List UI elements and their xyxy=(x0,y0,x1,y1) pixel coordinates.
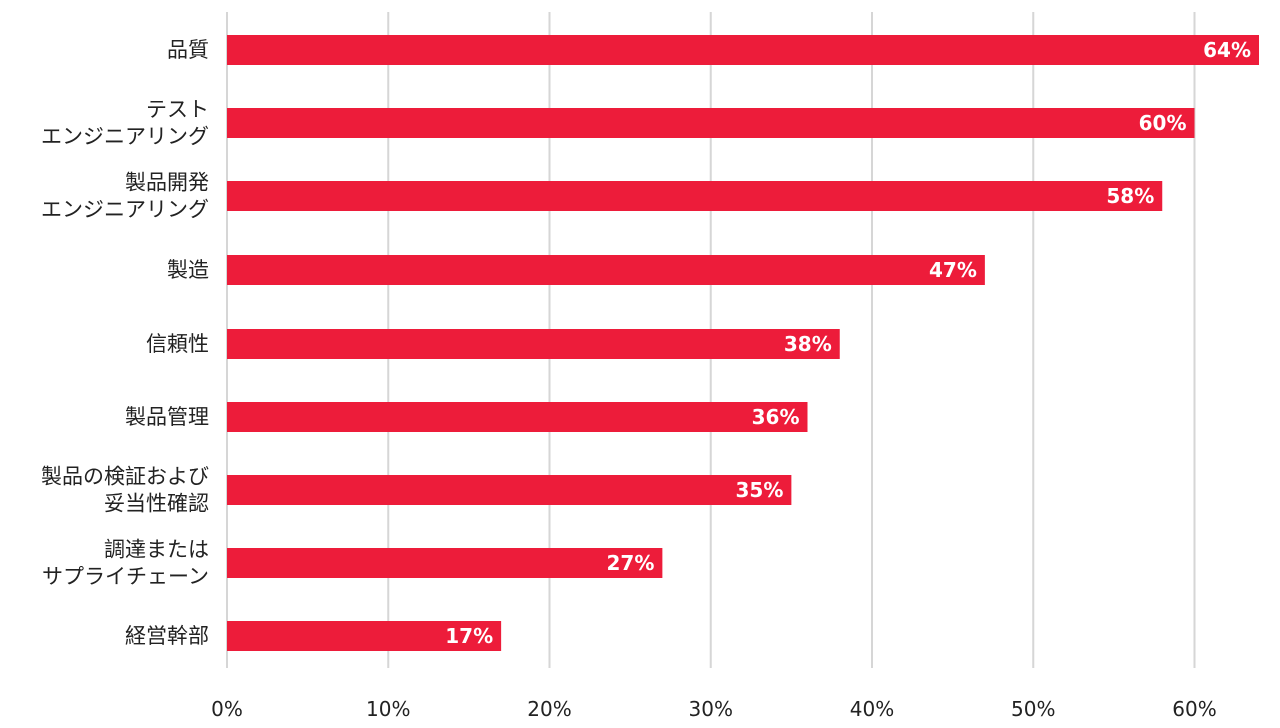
bar-value-label: 60% xyxy=(1139,111,1187,135)
category-label-line: 経営幹部 xyxy=(125,624,209,648)
value-labels: 64% 60% 58% 47% 38% 36% 35% 27% 17% xyxy=(445,38,1251,648)
x-tick-label: 30% xyxy=(689,697,733,721)
category-label-line: サプライチェーン xyxy=(42,565,209,589)
category-label-line: エンジニアリング xyxy=(41,198,209,222)
category-label-line: エンジニアリング xyxy=(41,125,209,149)
bar-value-label: 36% xyxy=(752,405,800,429)
category-label-line: 製造 xyxy=(167,258,209,282)
bar-value-label: 38% xyxy=(784,332,832,356)
category-label-line: 製品開発 xyxy=(125,171,209,195)
x-tick-label: 40% xyxy=(850,697,894,721)
category-label-line: 製品管理 xyxy=(125,405,209,429)
bar-value-label: 17% xyxy=(445,624,493,648)
x-tick-label: 10% xyxy=(366,697,410,721)
x-tick-label: 60% xyxy=(1172,697,1216,721)
bar xyxy=(227,108,1195,138)
category-label: 製品管理 xyxy=(125,405,209,429)
bar xyxy=(227,475,792,505)
bar-value-label: 58% xyxy=(1106,184,1154,208)
category-label: 信頼性 xyxy=(146,332,209,356)
category-label: 製造 xyxy=(167,258,209,282)
category-label: 製品の検証および妥当性確認 xyxy=(41,465,209,516)
bar xyxy=(227,35,1259,65)
category-label-line: 妥当性確認 xyxy=(104,492,209,516)
category-label-line: 製品の検証および xyxy=(41,465,209,489)
bar-value-label: 64% xyxy=(1203,38,1251,62)
category-label: 品質 xyxy=(167,38,209,62)
x-axis-tick-labels: 0% 10% 20% 30% 40% 50% 60% xyxy=(211,697,1217,721)
category-label: 調達またはサプライチェーン xyxy=(42,538,209,589)
category-label-line: 品質 xyxy=(167,38,209,62)
bar xyxy=(227,255,985,285)
bar xyxy=(227,181,1163,211)
bar xyxy=(227,329,840,359)
x-tick-label: 20% xyxy=(527,697,571,721)
category-label: 製品開発エンジニアリング xyxy=(41,171,209,222)
x-tick-label: 50% xyxy=(1011,697,1055,721)
category-label-line: 信頼性 xyxy=(146,332,209,356)
bar-value-label: 35% xyxy=(736,478,784,502)
category-label-line: テスト xyxy=(146,98,209,122)
x-tick-label: 0% xyxy=(211,697,243,721)
category-label-line: 調達または xyxy=(104,538,209,562)
bar-value-label: 47% xyxy=(929,258,977,282)
bar xyxy=(227,621,502,651)
category-label: 経営幹部 xyxy=(125,624,209,648)
bar xyxy=(227,402,808,432)
bars xyxy=(227,35,1259,651)
bar-value-label: 27% xyxy=(607,551,655,575)
bar xyxy=(227,548,663,578)
category-labels: 品質テストエンジニアリング製品開発エンジニアリング製造信頼性製品管理製品の検証お… xyxy=(41,38,209,648)
category-label: テストエンジニアリング xyxy=(41,98,209,149)
